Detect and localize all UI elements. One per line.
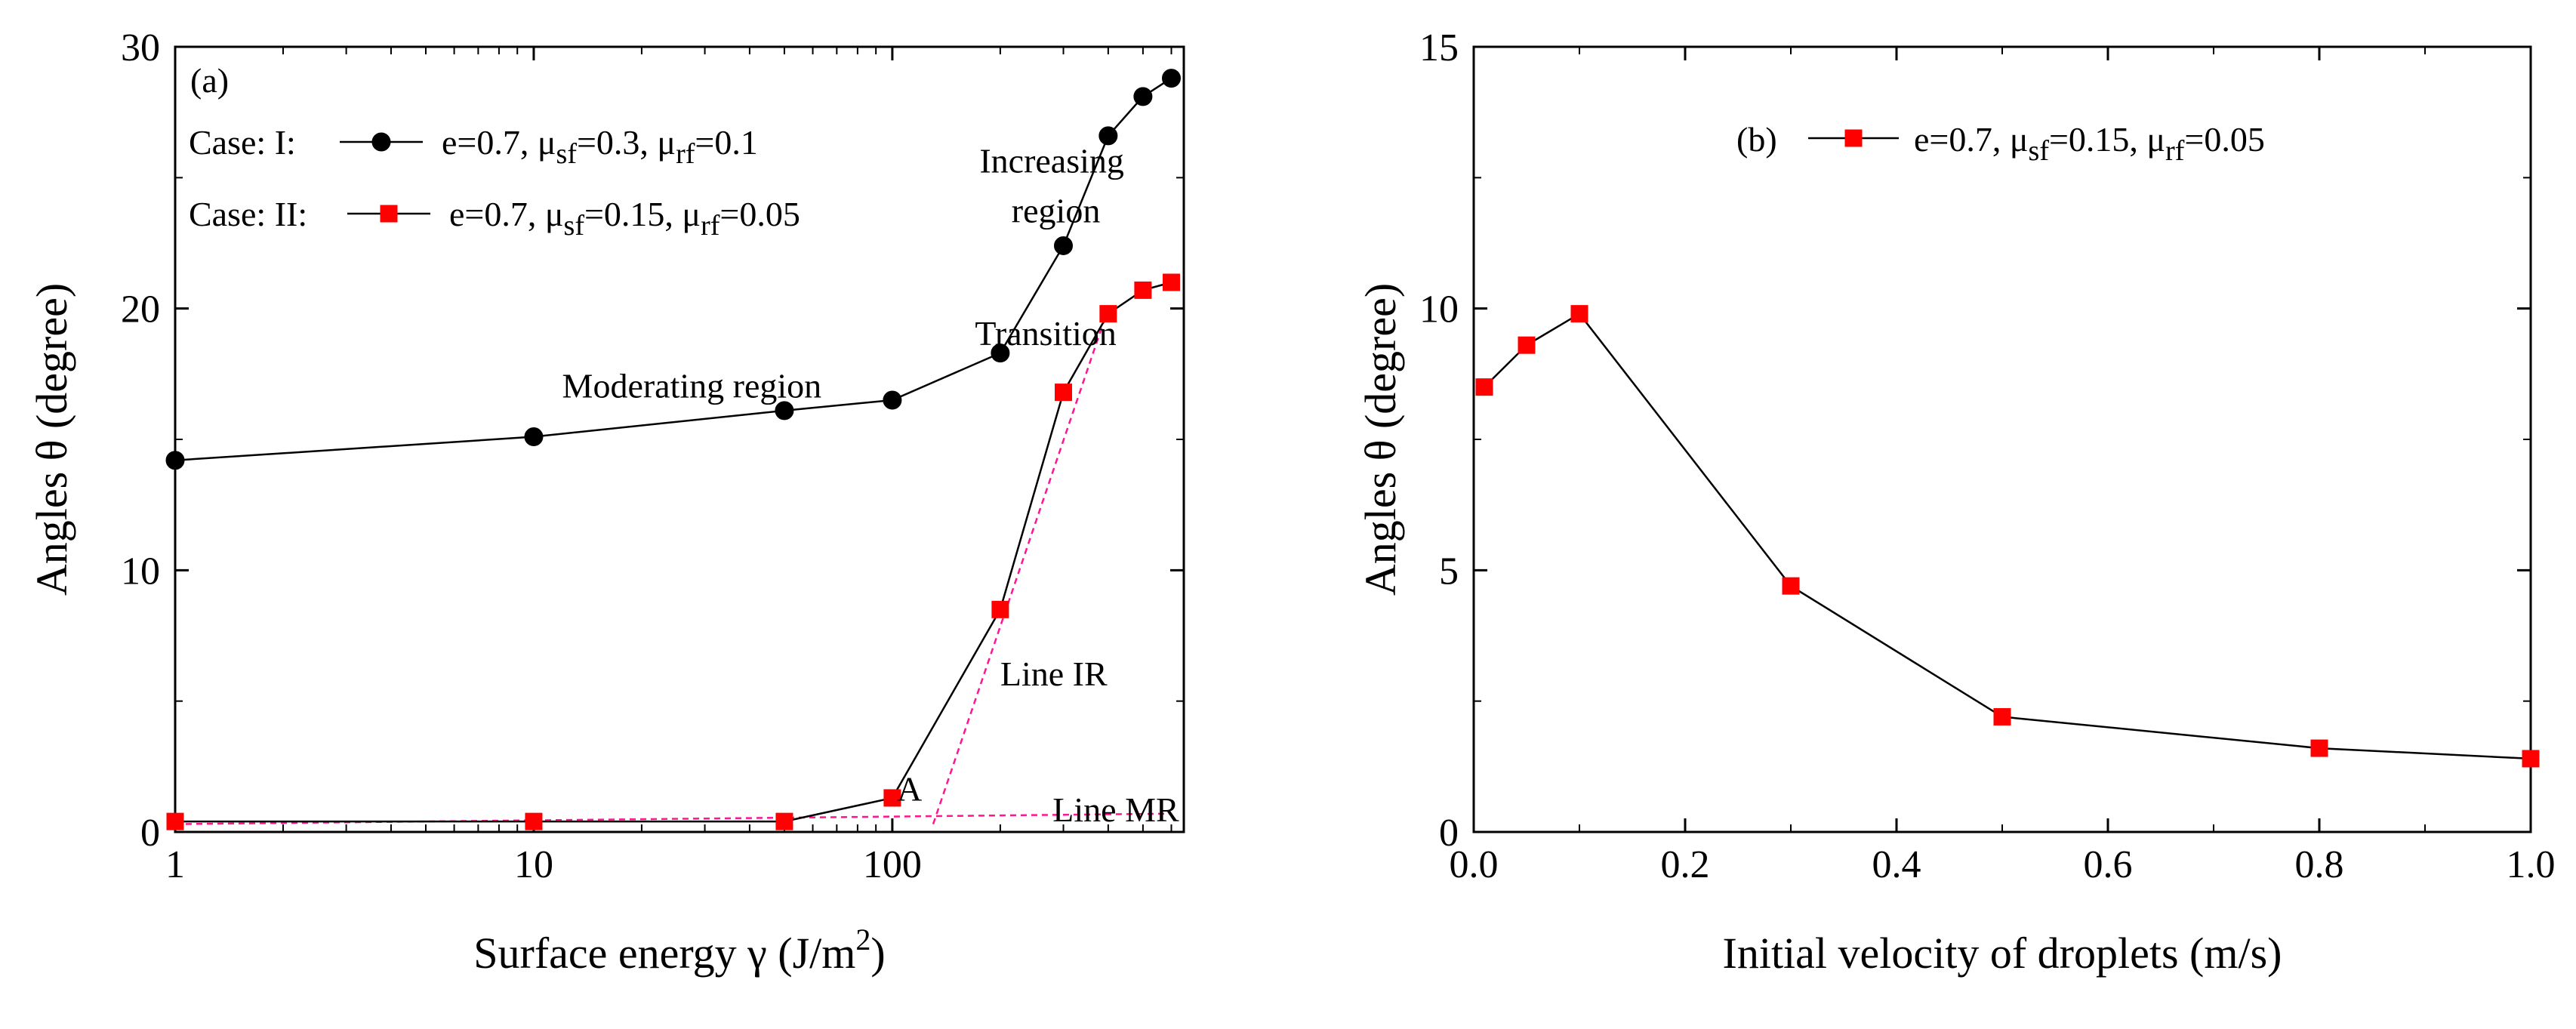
- data-point-a-1: [524, 427, 544, 447]
- data-point-a-1: [1054, 236, 1074, 255]
- data-point-a-1: [1133, 87, 1153, 106]
- data-point-b: [2522, 750, 2540, 768]
- y-tick-label-b: 15: [1419, 26, 1459, 69]
- x-tick-label-a: 1: [165, 843, 185, 886]
- x-tick-label-b: 0.6: [2084, 843, 2133, 886]
- y-tick-label-a: 30: [121, 26, 160, 69]
- data-point-a-2: [1134, 281, 1152, 299]
- panel-label-a: (a): [190, 61, 229, 100]
- x-tick-label-b: 0.0: [1450, 843, 1499, 886]
- reference-line-line-mr: [174, 812, 1172, 825]
- data-point-a-2: [1055, 384, 1073, 402]
- y-tick-label-a: 20: [121, 288, 160, 331]
- data-point-a-2: [883, 789, 901, 807]
- y-tick-label-b: 0: [1439, 812, 1459, 855]
- data-point-a-2: [1099, 305, 1117, 323]
- data-point-a-1: [1098, 126, 1118, 146]
- annotation-a: Line IR: [1000, 655, 1108, 693]
- x-tick-label-b: 0.8: [2295, 843, 2344, 886]
- y-axis-title-a: Angles θ (degree): [27, 283, 76, 596]
- panel-label-b: (b): [1736, 120, 1777, 159]
- data-point-a-1: [775, 401, 794, 421]
- x-tick-label-b: 0.4: [1872, 843, 1921, 886]
- series-line-a-2: [175, 281, 1172, 823]
- legend-text-a: e=0.7, μsf=0.3, μrf=0.1: [442, 123, 758, 170]
- reference-line-line-ir: [932, 308, 1110, 825]
- data-point-b: [1518, 336, 1536, 354]
- panel-b: 0 5 10 15 0.0 0.2 0.4 0.6 0.8 1.0 Angles θ (degree…: [1356, 26, 2556, 978]
- x-tick-label-b: 0.2: [1661, 843, 1710, 886]
- series-line-b: [1484, 312, 2531, 760]
- data-point-b: [1570, 305, 1588, 323]
- data-point-b: [2310, 739, 2328, 757]
- y-axis-title-b: Angles θ (degree): [1356, 283, 1405, 596]
- x-tick-label-b: 1.0: [2507, 843, 2556, 886]
- legend-marker-a: [380, 205, 398, 223]
- x-tick-label-a: 10: [514, 843, 553, 886]
- data-point-a-1: [1161, 69, 1181, 88]
- data-point-a-2: [166, 812, 184, 830]
- data-point-a-2: [1162, 273, 1180, 291]
- y-tick-label-a: 10: [121, 550, 160, 593]
- y-tick-label-b: 5: [1439, 550, 1459, 593]
- legend-text-b: e=0.7, μsf=0.15, μrf=0.05: [1914, 120, 2265, 167]
- legend-case-label-a: Case: II:: [189, 195, 307, 233]
- data-point-a-1: [883, 390, 902, 410]
- annotation-a: region: [1012, 191, 1101, 230]
- annotation-a: Line MR: [1052, 790, 1179, 829]
- legend-marker-a: [371, 132, 391, 152]
- data-point-a-2: [991, 600, 1009, 618]
- annotation-a: Transition: [975, 314, 1116, 353]
- y-tick-label-b: 10: [1419, 288, 1459, 331]
- annotation-a: Moderating region: [562, 367, 822, 405]
- data-point-a-2: [775, 812, 793, 830]
- x-axis-title-b: Initial velocity of droplets (m/s): [1723, 929, 2282, 978]
- panel-a: 0 10 20 30 1 10 100 Angles θ (degree) Surface en…: [27, 26, 1185, 978]
- data-point-a-2: [525, 812, 543, 830]
- data-point-b: [1782, 577, 1800, 595]
- data-point-b: [1993, 707, 2011, 726]
- legend-case-label-a: Case: I:: [189, 123, 296, 162]
- x-axis-title-a: Surface energy γ (J/m2): [473, 923, 885, 978]
- data-point-a-1: [165, 451, 185, 470]
- y-tick-label-a: 0: [140, 812, 160, 855]
- legend-text-a: e=0.7, μsf=0.15, μrf=0.05: [449, 195, 800, 242]
- x-tick-label-a: 100: [863, 843, 922, 886]
- data-point-a-1: [991, 344, 1010, 363]
- annotation-a: A: [897, 769, 922, 808]
- annotation-a: Increasing: [979, 141, 1124, 180]
- legend-marker-b: [1844, 129, 1863, 147]
- data-point-b: [1475, 378, 1493, 396]
